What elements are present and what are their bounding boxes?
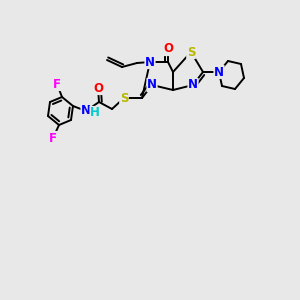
Text: O: O: [93, 82, 103, 94]
Text: F: F: [49, 131, 57, 145]
Text: S: S: [120, 92, 128, 104]
Text: N: N: [145, 56, 155, 68]
Text: S: S: [187, 46, 195, 59]
Text: N: N: [81, 104, 91, 118]
Text: N: N: [147, 79, 157, 92]
Text: N: N: [214, 65, 224, 79]
Text: F: F: [53, 77, 61, 91]
Text: O: O: [163, 43, 173, 56]
Text: N: N: [188, 79, 198, 92]
Text: H: H: [90, 106, 100, 119]
